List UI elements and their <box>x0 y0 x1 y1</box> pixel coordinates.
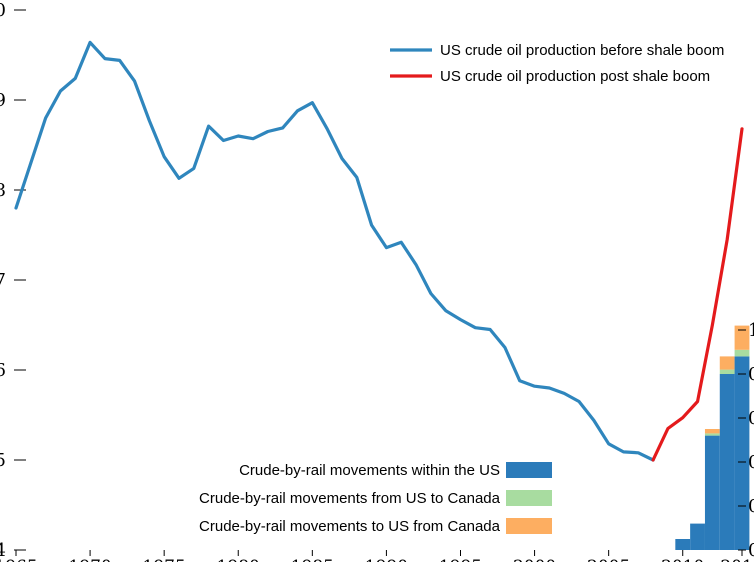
rail-bar-segment <box>734 356 750 550</box>
legend-top: US crude oil production before shale boo… <box>390 42 724 85</box>
left-tick-label: 6 <box>0 360 6 381</box>
left-tick-label: 4 <box>0 540 6 561</box>
rail-bar-segment <box>704 429 720 434</box>
legend-label: Crude-by-rail movements within the US <box>239 462 500 479</box>
legend-label: US crude oil production post shale boom <box>440 68 710 85</box>
legend-label: US crude oil production before shale boo… <box>440 42 724 59</box>
rail-bar-segment <box>719 369 735 374</box>
legend-bottom: Crude-by-rail movements within the US Cru… <box>199 462 552 535</box>
production-lines <box>14 40 744 462</box>
rail-bar-segment <box>690 523 705 550</box>
left-tick-label: 9 <box>0 90 6 111</box>
rail-bars <box>675 325 750 550</box>
x-tick-label: 1970 <box>68 557 111 562</box>
right-tick-label: 0 <box>748 452 754 473</box>
legend-box-swatch <box>506 490 552 506</box>
left-tick-label: 8 <box>0 180 6 201</box>
x-axis-ticks: 1965 1970 1975 1980 1985 1990 1995 2000 2005 2010… <box>0 550 754 562</box>
x-tick-label: 1980 <box>217 557 260 562</box>
left-tick-label: 5 <box>0 450 6 471</box>
rail-bar-segment <box>734 325 750 350</box>
rail-bar-segment <box>719 356 735 370</box>
rail-bar-segment <box>719 374 735 550</box>
x-tick-label: 2000 <box>513 557 556 562</box>
right-tick-label: 0 <box>748 408 754 429</box>
x-tick-label: 1975 <box>143 557 186 562</box>
left-tick-label: 7 <box>0 270 6 291</box>
legend-box-swatch <box>506 462 552 478</box>
x-tick-label: 1965 <box>0 557 38 562</box>
rail-bar-segment <box>675 539 691 550</box>
right-axis-ticks: 0 0 0 0 0 1 <box>738 320 754 561</box>
legend-label: Crude-by-rail movements to US from Canad… <box>199 518 501 535</box>
rail-bar-segment <box>704 435 720 550</box>
production-series-line <box>651 127 744 462</box>
x-tick-label: 1985 <box>291 557 334 562</box>
rail-bar-segment <box>704 433 720 436</box>
right-tick-label: 0 <box>748 540 754 561</box>
x-tick-label: 2014 <box>720 557 754 562</box>
right-tick-label: 0 <box>748 364 754 385</box>
rail-bar-segment <box>734 349 750 357</box>
production-series-line <box>14 40 655 462</box>
x-tick-label: 2010 <box>661 557 704 562</box>
legend-label: Crude-by-rail movements from US to Canad… <box>199 490 501 507</box>
right-tick-label: 1 <box>748 320 754 341</box>
right-tick-label: 0 <box>748 496 754 517</box>
x-tick-label: 1995 <box>439 557 482 562</box>
x-tick-label: 2005 <box>587 557 630 562</box>
x-tick-label: 1990 <box>365 557 408 562</box>
left-tick-label: 10 <box>0 0 6 21</box>
legend-box-swatch <box>506 518 552 534</box>
left-axis-ticks: 4 5 6 7 8 9 10 <box>0 0 26 561</box>
